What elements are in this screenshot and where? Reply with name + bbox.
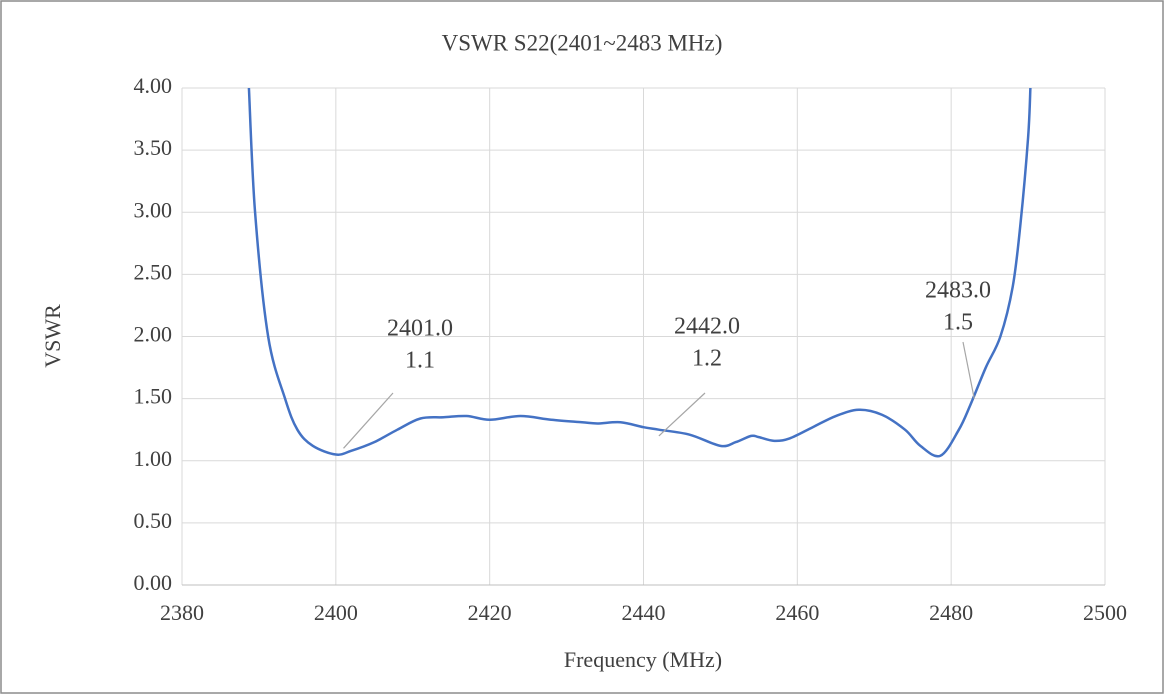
x-tick-label: 2460 [775, 600, 819, 625]
annotation-label: 1.1 [405, 348, 435, 374]
data-line [247, 87, 1032, 458]
y-tick-label: 3.00 [134, 197, 173, 222]
annotation-label: 2442.0 [674, 314, 740, 340]
x-tick-label: 2480 [929, 600, 973, 625]
annotation-pointer [658, 392, 706, 437]
annotation-label: 2483.0 [925, 278, 991, 304]
y-tick-label: 4.00 [134, 73, 173, 98]
chart-title: VSWR S22(2401~2483 MHz) [442, 30, 723, 55]
x-tick-label: 2440 [622, 600, 666, 625]
annotation-label: 1.5 [943, 310, 973, 336]
y-axis-label: VSWR [40, 304, 65, 368]
annotation-pointer [343, 392, 394, 449]
y-tick-label: 0.00 [134, 570, 173, 595]
annotation-pointer [962, 341, 975, 399]
annotation-label: 2401.0 [387, 316, 453, 342]
y-tick-label: 0.50 [134, 508, 173, 533]
x-tick-label: 2400 [314, 600, 358, 625]
x-tick-label: 2420 [468, 600, 512, 625]
x-axis-label: Frequency (MHz) [564, 647, 722, 672]
y-tick-label: 2.50 [134, 259, 173, 284]
y-tick-label: 3.50 [134, 135, 173, 160]
x-tick-label: 2380 [160, 600, 204, 625]
y-tick-label: 2.00 [134, 322, 173, 347]
x-tick-label: 2500 [1083, 600, 1127, 625]
y-tick-label: 1.00 [134, 446, 173, 471]
annotation-label: 1.2 [692, 346, 722, 372]
y-tick-label: 1.50 [134, 384, 173, 409]
